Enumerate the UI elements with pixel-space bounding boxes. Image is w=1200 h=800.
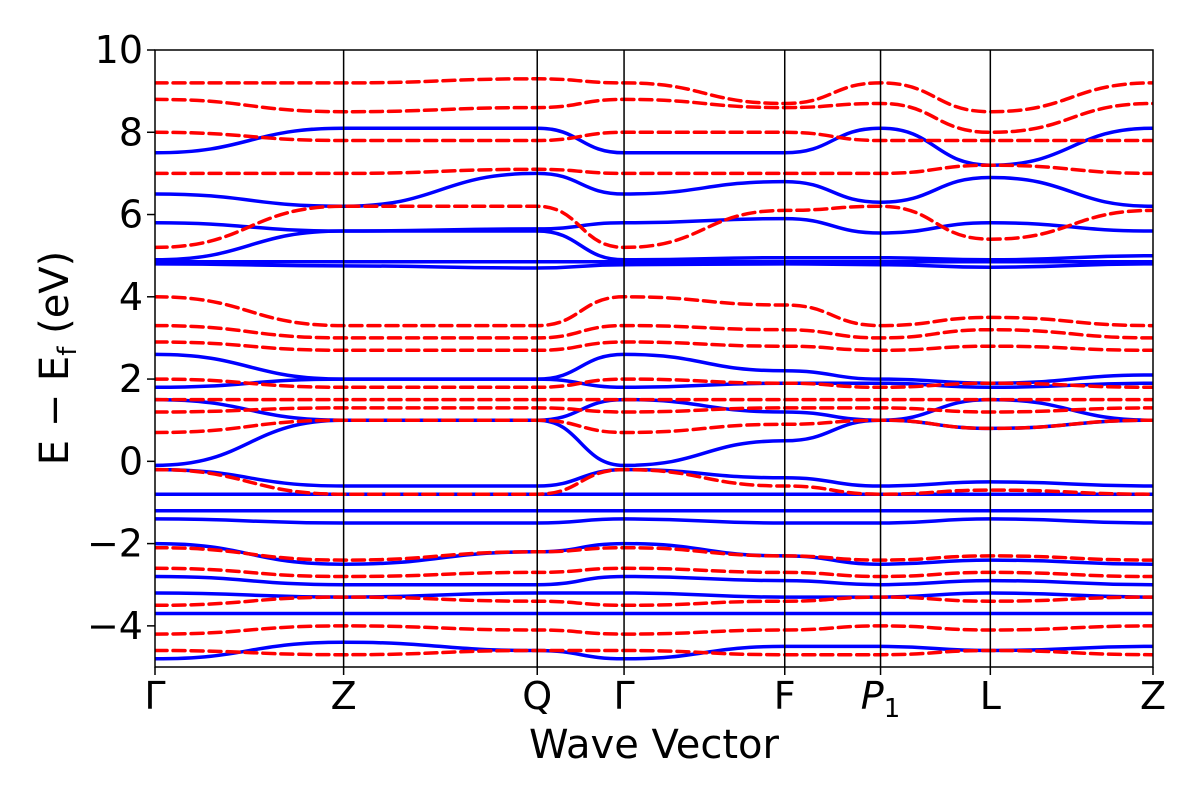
x-tick-label: Z: [331, 674, 357, 718]
y-tick-label: 4: [119, 275, 143, 319]
x-tick-label: Γ: [613, 674, 634, 718]
y-tick-label: 0: [119, 439, 143, 483]
y-tick-label: 2: [119, 357, 143, 401]
x-tick-label: Γ: [144, 674, 165, 718]
y-tick-label: 10: [95, 28, 143, 72]
x-tick-label: Z: [1140, 674, 1166, 718]
x-axis-title: Wave Vector: [529, 722, 780, 768]
y-axis-title-sub: f: [53, 346, 83, 356]
y-axis-title-main: E − E: [32, 356, 78, 466]
y-axis-title-unit: (eV): [32, 251, 78, 347]
plot-frame: [154, 49, 1154, 668]
y-tick-label: 8: [119, 110, 143, 154]
y-tick-label: −4: [87, 604, 143, 648]
x-tick-label: Q: [522, 674, 552, 718]
y-axis-title: E − Ef (eV): [32, 251, 83, 466]
x-tick-label: L: [980, 674, 1001, 718]
dashed-band-0: [155, 77, 1153, 114]
y-axis-ticks: −4 −2 0 2 4 6 8 10: [87, 28, 155, 648]
dashed-band-4: [155, 204, 1153, 250]
x-tick-label: F: [774, 674, 796, 718]
y-tick-label: −2: [87, 522, 143, 566]
y-tick-label: 6: [119, 193, 143, 237]
x-axis-ticks: Γ Z Q Γ F P1 L Z: [144, 667, 1166, 724]
x-tick-label: P1: [861, 674, 900, 724]
kpoint-lines: [342, 50, 992, 667]
